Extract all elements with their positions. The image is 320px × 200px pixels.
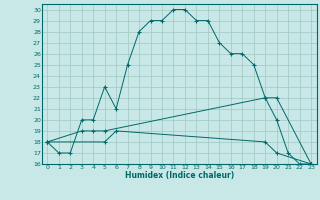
- X-axis label: Humidex (Indice chaleur): Humidex (Indice chaleur): [124, 171, 234, 180]
